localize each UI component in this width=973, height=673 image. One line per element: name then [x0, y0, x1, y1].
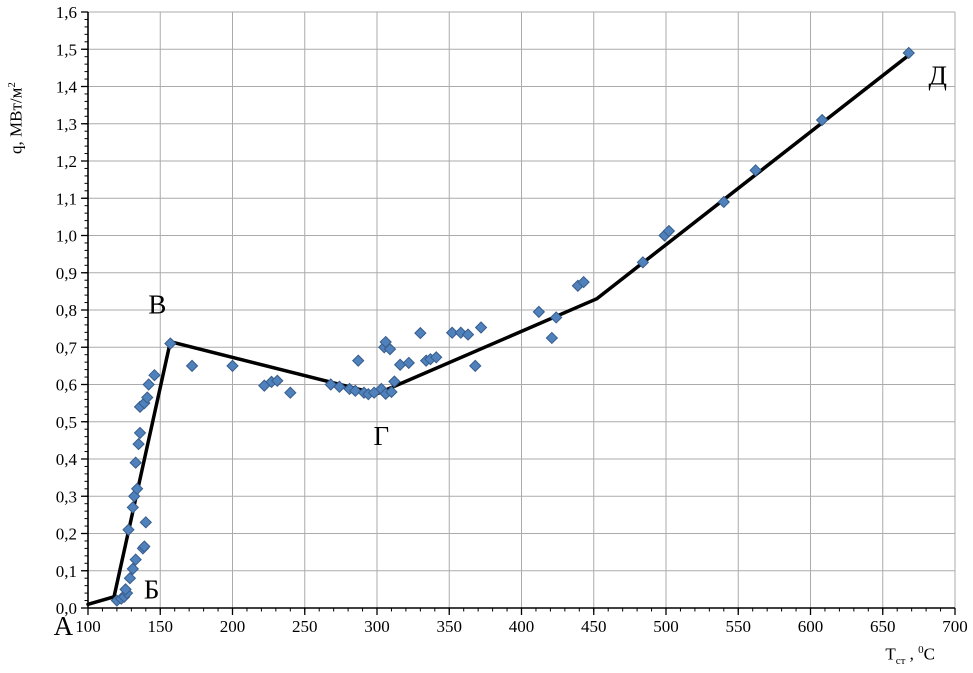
y-tick-label: 1,2: [56, 152, 77, 171]
y-tick-labels: 0,0 0,1 0,2 0,3 0,4 0,5 0,6 0,7 0,8 0,9 1,0 1,1 1,2 1…: [56, 3, 78, 618]
data-point: [138, 540, 151, 553]
x-tick-label: 100: [75, 617, 101, 636]
data-point: [129, 553, 142, 566]
scatter-points: [110, 46, 915, 607]
data-point: [902, 46, 915, 60]
data-point: [402, 356, 415, 370]
data-point: [133, 426, 147, 440]
data-point: [119, 583, 132, 596]
data-point: [549, 311, 563, 324]
data-point: [148, 368, 161, 382]
data-point: [815, 113, 829, 127]
data-point: [388, 375, 401, 388]
data-point: [474, 321, 488, 334]
x-tick-labels: 100 150 200 250 300 350 400 450 500 550 600 650 700: [75, 617, 968, 636]
data-point: [324, 378, 337, 391]
data-point: [164, 337, 177, 350]
x-tick-label: 450: [581, 617, 607, 636]
data-point: [545, 331, 559, 345]
data-point: [383, 342, 397, 356]
y-tick-label: 1,0: [56, 227, 77, 246]
gridlines: [87, 11, 956, 609]
x-axis-title: Тст , 0С: [885, 643, 935, 667]
x-tick-label: 200: [220, 617, 246, 636]
data-point: [284, 386, 297, 399]
data-point: [141, 391, 154, 404]
point-labels: А Б В Г Д: [54, 60, 947, 641]
fit-line: [86, 51, 914, 607]
x-tick-label: 550: [726, 617, 752, 636]
y-tick-label: 0,8: [56, 301, 77, 320]
x-tick-label: 150: [148, 617, 174, 636]
x-tick-label: 500: [653, 617, 679, 636]
data-point: [385, 385, 398, 399]
y-tick-label: 1,1: [56, 189, 77, 208]
data-point: [749, 164, 762, 177]
data-point: [123, 571, 137, 585]
point-label-А: А: [54, 611, 74, 641]
y-tick-label: 0,4: [56, 450, 78, 469]
data-point: [139, 516, 153, 529]
data-point: [126, 562, 140, 576]
data-point: [349, 384, 362, 398]
data-point: [333, 380, 346, 393]
y-tick-label: 0,9: [56, 264, 77, 283]
data-point: [126, 501, 140, 514]
data-point: [469, 359, 482, 373]
point-label-Г: Г: [374, 421, 390, 451]
data-point: [226, 359, 239, 373]
data-point: [130, 482, 144, 496]
data-point: [532, 305, 546, 319]
y-tick-label: 0,6: [56, 376, 77, 395]
x-tick-label: 250: [292, 617, 318, 636]
data-point: [577, 275, 590, 289]
y-tick-label: 1,5: [56, 40, 77, 59]
y-tick-label: 0,5: [56, 413, 77, 432]
x-tick-label: 650: [870, 617, 896, 636]
data-point: [393, 358, 407, 371]
data-point: [414, 326, 427, 340]
x-tick-label: 400: [509, 617, 535, 636]
data-point: [445, 326, 459, 339]
x-tick-label: 600: [798, 617, 824, 636]
y-tick-label: 0,2: [56, 525, 77, 544]
point-label-В: В: [148, 289, 166, 319]
y-tick-label: 0,3: [56, 487, 77, 506]
data-point: [122, 523, 135, 536]
approximation-line: [86, 51, 914, 607]
data-point: [430, 351, 443, 364]
x-tick-label: 350: [437, 617, 463, 636]
y-tick-label: 0,1: [56, 562, 77, 581]
y-tick-label: 1,3: [56, 115, 77, 134]
data-point: [461, 328, 475, 341]
point-label-Б: Б: [144, 574, 160, 604]
data-point: [454, 326, 468, 339]
y-tick-label: 1,4: [56, 78, 78, 97]
data-point: [132, 437, 145, 451]
minor-ticks: [84, 11, 956, 612]
data-point: [142, 378, 155, 391]
data-point: [129, 456, 142, 469]
y-axis-title: q, МВт/м2: [6, 82, 26, 154]
data-point: [185, 359, 199, 373]
point-label-Д: Д: [928, 60, 946, 90]
x-tick-label: 700: [942, 617, 968, 636]
y-tick-label: 0,0: [56, 599, 77, 618]
y-tick-label: 0,7: [56, 338, 78, 357]
y-tick-label: 1,6: [56, 3, 77, 22]
data-point: [636, 256, 650, 269]
data-point: [662, 224, 676, 238]
data-point: [271, 374, 284, 387]
axes: [87, 12, 955, 609]
data-point: [352, 354, 365, 367]
major-ticks: [81, 11, 956, 615]
data-point: [717, 195, 731, 209]
x-tick-label: 300: [364, 617, 390, 636]
